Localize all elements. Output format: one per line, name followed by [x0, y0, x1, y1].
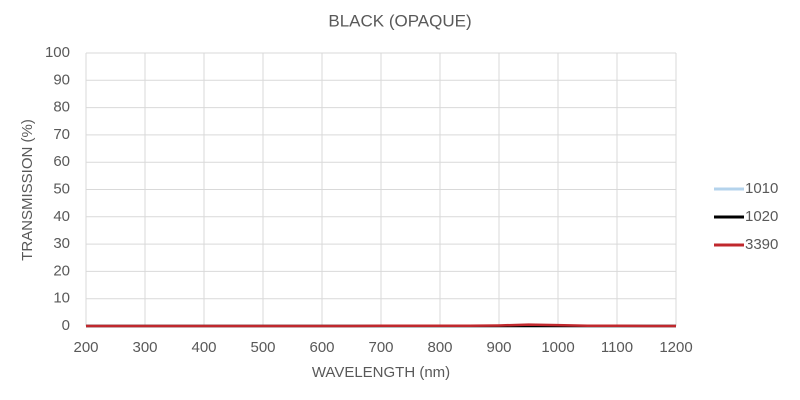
y-tick-label: 20 [53, 262, 70, 279]
legend-label: 1010 [745, 180, 778, 197]
x-tick-label: 200 [73, 339, 98, 356]
y-tick-label: 90 [53, 71, 70, 88]
chart-title: BLACK (OPAQUE) [328, 11, 471, 30]
x-tick-label: 1100 [601, 339, 633, 356]
y-tick-label: 30 [53, 235, 70, 252]
x-tick-label: 400 [191, 339, 216, 356]
legend-label: 1020 [745, 208, 778, 225]
x-tick-label: 500 [250, 339, 275, 356]
x-tick-label: 900 [486, 339, 511, 356]
y-tick-label: 0 [62, 317, 70, 334]
x-axis-label: WAVELENGTH (nm) [312, 364, 450, 381]
x-tick-label: 1000 [541, 339, 574, 356]
y-tick-label: 10 [53, 290, 70, 307]
y-tick-label: 60 [53, 153, 70, 170]
series-line [86, 323, 676, 328]
y-tick-label: 100 [45, 44, 70, 61]
x-tick-label: 700 [368, 339, 393, 356]
legend-label: 3390 [745, 236, 778, 253]
y-tick-label: 70 [53, 126, 70, 143]
y-tick-label: 40 [53, 208, 70, 225]
y-axis-label: TRANSMISSION (%) [19, 119, 36, 261]
x-tick-label: 300 [132, 339, 157, 356]
x-tick-label: 1200 [659, 339, 692, 356]
y-tick-label: 50 [53, 180, 70, 197]
y-tick-label: 80 [53, 99, 70, 116]
x-tick-label: 600 [309, 339, 334, 356]
x-tick-label: 800 [427, 339, 452, 356]
